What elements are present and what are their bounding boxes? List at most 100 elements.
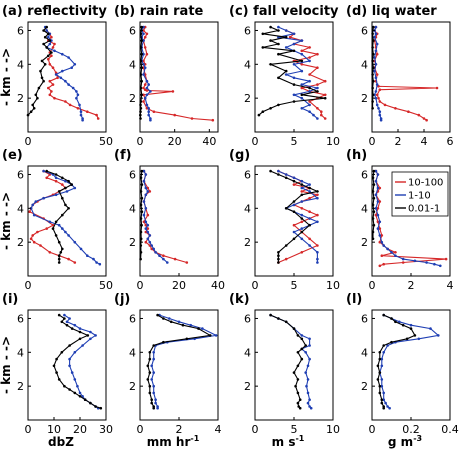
data-point <box>142 200 146 203</box>
data-point <box>59 76 63 80</box>
x-axis-unit: dbZ <box>48 435 74 449</box>
data-point <box>298 398 302 402</box>
series-line-10-100 <box>142 26 213 121</box>
data-point <box>425 118 428 122</box>
data-point <box>65 190 69 193</box>
data-point <box>308 110 311 113</box>
data-point <box>390 317 393 320</box>
data-point <box>372 52 375 56</box>
data-point <box>140 223 143 227</box>
data-point <box>73 186 77 190</box>
data-point <box>152 351 155 354</box>
data-point <box>284 176 288 180</box>
data-point <box>86 110 89 113</box>
data-point <box>83 398 87 402</box>
y-tick-label: 2 <box>361 380 368 393</box>
data-point <box>152 384 155 388</box>
data-point <box>375 103 379 107</box>
data-point <box>147 107 150 110</box>
data-point <box>142 93 145 97</box>
data-point <box>284 207 288 210</box>
data-point <box>300 200 304 203</box>
data-point <box>147 110 150 113</box>
data-point <box>378 227 382 230</box>
data-point <box>308 196 311 200</box>
data-point <box>36 230 39 234</box>
data-point <box>148 371 152 374</box>
data-point <box>409 323 413 327</box>
data-point <box>277 52 280 56</box>
data-point <box>376 213 380 217</box>
panel-title: (g) <box>229 148 250 163</box>
data-point <box>31 234 34 237</box>
panel-8: (i) 0 10 20 30 2 4 6 <box>2 292 113 436</box>
y-axis-labels: - km - -> - km - -> - km - -> <box>0 48 13 394</box>
data-point <box>42 169 45 173</box>
y-tick-label: 6 <box>361 24 368 37</box>
data-point <box>292 42 296 46</box>
data-point <box>71 86 75 90</box>
data-point <box>42 42 45 46</box>
data-point <box>50 54 53 58</box>
x-tick-label: 0 <box>25 423 32 436</box>
panel-3: (d) liq water 0 2 4 6 2 4 6 <box>346 4 454 148</box>
data-point <box>150 401 153 405</box>
data-point <box>374 49 378 53</box>
data-point <box>68 364 71 368</box>
data-point <box>401 261 405 264</box>
data-point <box>300 59 304 63</box>
data-point <box>57 313 61 317</box>
data-point <box>144 230 148 234</box>
data-point <box>300 193 304 197</box>
data-point <box>140 39 143 42</box>
data-point <box>76 107 80 110</box>
data-point <box>300 357 304 361</box>
data-point <box>75 96 78 100</box>
data-point <box>378 234 382 237</box>
data-point <box>145 93 149 97</box>
data-point <box>376 364 380 368</box>
x-tick-label: 0 <box>252 423 259 436</box>
data-point <box>45 25 48 29</box>
data-point <box>292 223 296 227</box>
data-point <box>306 391 310 395</box>
data-point <box>292 179 296 183</box>
data-point <box>47 54 50 58</box>
data-point <box>54 73 58 76</box>
data-point <box>29 237 33 241</box>
data-point <box>375 73 379 76</box>
data-point <box>29 207 33 210</box>
data-point <box>67 56 70 59</box>
data-point <box>306 378 310 381</box>
data-point <box>64 203 67 207</box>
x-tick-label: 5 <box>291 423 298 436</box>
data-point <box>320 110 323 113</box>
data-point <box>57 190 61 193</box>
data-point <box>376 200 380 203</box>
data-point <box>76 93 80 97</box>
data-point <box>372 79 375 83</box>
data-point <box>379 118 383 122</box>
data-point <box>148 234 152 237</box>
data-point <box>36 96 39 100</box>
data-point <box>70 183 73 186</box>
data-point <box>292 203 296 207</box>
y-tick-label: 4 <box>129 202 136 215</box>
y-axis-label-row-2: - km - -> <box>0 336 13 394</box>
data-point <box>300 334 304 337</box>
data-point <box>89 330 92 334</box>
data-point <box>201 327 204 330</box>
x-tick-label: 0 <box>252 135 259 148</box>
data-point <box>300 107 304 110</box>
data-point <box>300 237 304 241</box>
data-point <box>277 42 280 46</box>
data-point <box>261 46 265 49</box>
data-point <box>284 320 288 324</box>
data-point <box>31 203 34 207</box>
data-point <box>374 32 378 36</box>
data-point <box>140 25 143 29</box>
data-point <box>386 405 389 408</box>
data-point <box>143 46 147 49</box>
panel-title: (k) <box>229 292 250 307</box>
data-point <box>277 169 280 173</box>
